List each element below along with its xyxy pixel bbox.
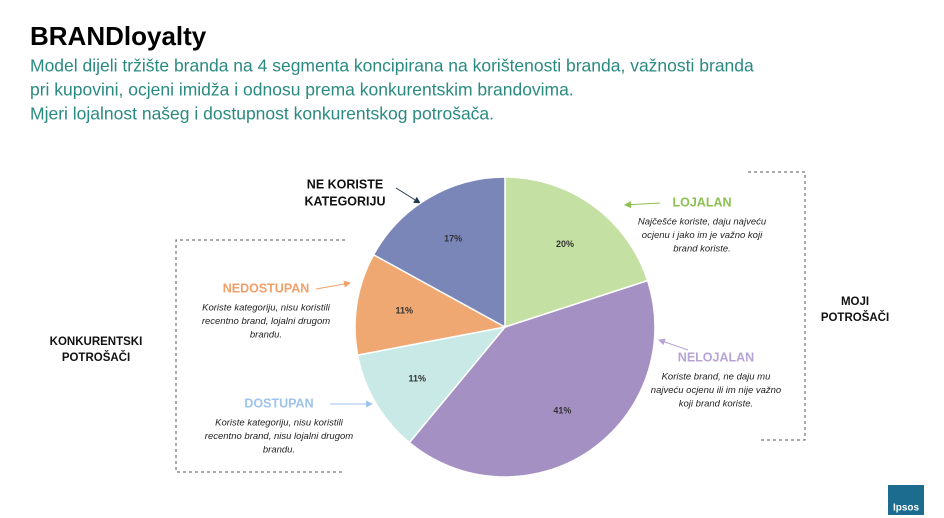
category-label: NE KORISTE: [307, 177, 383, 191]
slice-label: 20%: [556, 239, 574, 249]
subtitle-line: Mjeri lojalnost našeg i dostupnost konku…: [30, 104, 494, 124]
description: recentno brand, lojalni drugom: [202, 316, 330, 327]
logo-box: [888, 485, 924, 515]
slice-label: 41%: [553, 406, 571, 416]
description: ocjenu i jako im je važno koji: [642, 230, 763, 241]
description: brandu.: [250, 330, 282, 341]
title: BRANDloyalty: [30, 21, 207, 51]
description: brand koriste.: [673, 244, 731, 255]
description: Koriste brand, ne daju mu: [662, 372, 772, 383]
category-label: LOJALAN: [672, 195, 731, 209]
arrow: [395, 187, 421, 204]
pie-slice: [354, 253, 508, 356]
group-label: POTROŠAČI: [821, 311, 889, 324]
description: brandu.: [263, 445, 295, 456]
subtitle-line: pri kupovini, ocjeni imidža i odnosu pre…: [30, 80, 574, 100]
arrow: [315, 280, 351, 290]
group-label: KONKURENTSKI: [50, 336, 143, 348]
description: recentno brand, nisu lojalni drugom: [205, 431, 353, 442]
arrow: [624, 201, 661, 209]
bracket: [175, 239, 345, 473]
slice-label: 11%: [408, 373, 426, 383]
description: koji brand koriste.: [679, 399, 753, 410]
pie-slice: [372, 176, 506, 329]
group-label: MOJI: [841, 296, 869, 308]
subtitle-line: Model dijeli tržište branda na 4 segment…: [30, 56, 754, 76]
pie-slice: [504, 176, 649, 329]
arrow: [658, 338, 689, 351]
description: Koriste kategoriju, nisu koristili: [202, 303, 331, 314]
description: Koriste kategoriju, nisu koristili: [215, 418, 344, 429]
slice-label: 11%: [395, 305, 413, 315]
group-label: POTROŠAČI: [62, 351, 130, 364]
category-label: KATEGORIJU: [304, 194, 385, 208]
slice-label: 17%: [444, 234, 462, 244]
category-label: DOSTUPAN: [244, 396, 313, 410]
category-label: NEDOSTUPAN: [223, 281, 310, 295]
logo: Ipsos: [893, 503, 920, 514]
bracket: [748, 171, 806, 441]
pie-slice: [408, 279, 656, 478]
description: najveću ocjenu ili im nije važno: [651, 385, 781, 396]
category-label: NELOJALAN: [678, 350, 754, 364]
pie-slice: [356, 325, 507, 444]
description: Najčešće koriste, daju najveću: [638, 217, 767, 228]
